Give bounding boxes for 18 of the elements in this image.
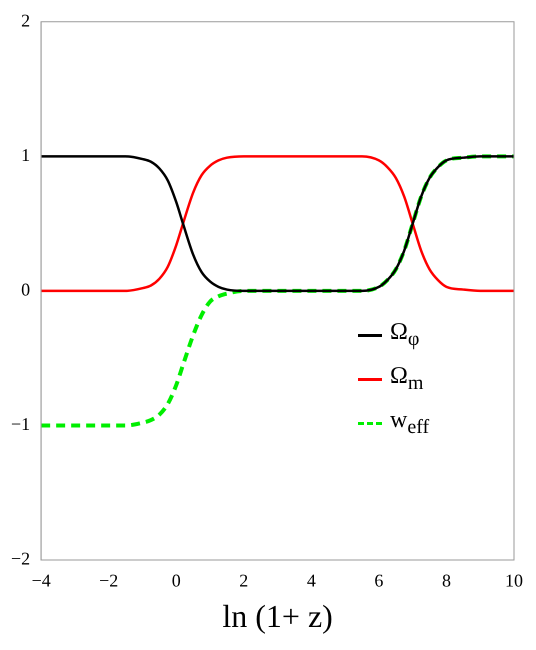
x-tick-label: −4 <box>32 570 51 591</box>
x-tick-label: −2 <box>99 570 118 591</box>
x-tick-label: 2 <box>239 570 248 591</box>
x-tick-label: 10 <box>505 570 523 591</box>
legend-label: w$_{eff}$ <box>390 407 430 439</box>
x-tick-label: 0 <box>172 570 181 591</box>
y-tick-label: 0 <box>21 280 30 300</box>
y-tick-label: −2 <box>10 548 30 569</box>
x-axis-title: ln (1+ z) <box>222 598 333 634</box>
x-tick-label: 4 <box>306 570 316 591</box>
x-tick-label: 6 <box>374 570 384 591</box>
line-series <box>41 155 514 292</box>
x-tick-label: 8 <box>442 570 451 591</box>
y-tick-label: 2 <box>21 10 30 31</box>
legend-label: Ω$_{φ}$ <box>390 319 420 351</box>
legend-label: Ω$_{m}$ <box>390 363 424 395</box>
y-tick-label: 1 <box>21 145 30 166</box>
y-tick-label: −1 <box>10 414 30 434</box>
